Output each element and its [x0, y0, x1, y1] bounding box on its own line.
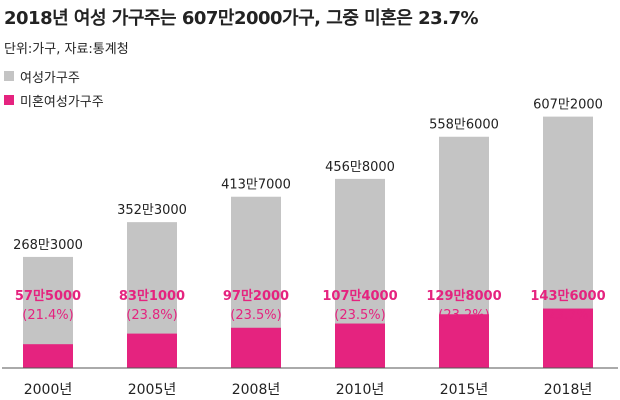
- unmarried-percent-label: (23.7%): [542, 308, 593, 323]
- x-tick-label: 2000년: [24, 382, 73, 398]
- unmarried-value-label: 97만2000: [223, 288, 289, 304]
- x-tick-label: 2005년: [128, 382, 177, 398]
- chart-title: 2018년 여성 가구주는 607만2000가구, 그중 미혼은 23.7%: [4, 8, 479, 29]
- legend-swatch-unmarried: [4, 95, 14, 105]
- x-tick-label: 2010년: [336, 382, 385, 398]
- unmarried-percent-label: (23.8%): [126, 308, 177, 323]
- total-value-label: 268만3000: [13, 238, 83, 253]
- bar-unmarried: [335, 323, 385, 368]
- chart-subtitle: 단위:가구, 자료:통계청: [4, 42, 129, 57]
- unmarried-value-label: 57만5000: [15, 288, 81, 304]
- unmarried-value-label: 143만6000: [530, 288, 605, 304]
- x-tick-label: 2018년: [544, 382, 593, 398]
- legend-swatch-total: [4, 71, 14, 81]
- bar-unmarried: [439, 314, 489, 368]
- total-value-label: 456만8000: [325, 160, 395, 175]
- total-value-label: 413만7000: [221, 178, 291, 193]
- bar-unmarried: [127, 333, 177, 368]
- legend-label-total: 여성가구주: [20, 70, 80, 86]
- legend-item-unmarried: 미혼여성가구주: [4, 88, 104, 112]
- legend-label-unmarried: 미혼여성가구주: [20, 94, 104, 110]
- x-tick-label: 2008년: [232, 382, 281, 398]
- unmarried-value-label: 107만4000: [322, 288, 397, 304]
- unmarried-percent-label: (23.5%): [230, 308, 281, 323]
- unmarried-percent-label: (21.4%): [22, 308, 73, 323]
- bar-unmarried: [23, 344, 73, 368]
- bar-unmarried: [543, 308, 593, 368]
- x-tick-label: 2015년: [440, 382, 489, 398]
- total-value-label: 352만3000: [117, 203, 187, 218]
- unmarried-value-label: 129만8000: [426, 288, 501, 304]
- total-value-label: 607만2000: [533, 98, 603, 113]
- legend: 여성가구주 미혼여성가구주: [4, 64, 104, 112]
- legend-item-total: 여성가구주: [4, 64, 104, 88]
- bar-unmarried: [231, 327, 281, 368]
- unmarried-value-label: 83만1000: [119, 288, 185, 304]
- unmarried-percent-label: (23.5%): [334, 308, 385, 323]
- unmarried-percent-label: (23.2%): [438, 308, 489, 323]
- total-value-label: 558만6000: [429, 118, 499, 133]
